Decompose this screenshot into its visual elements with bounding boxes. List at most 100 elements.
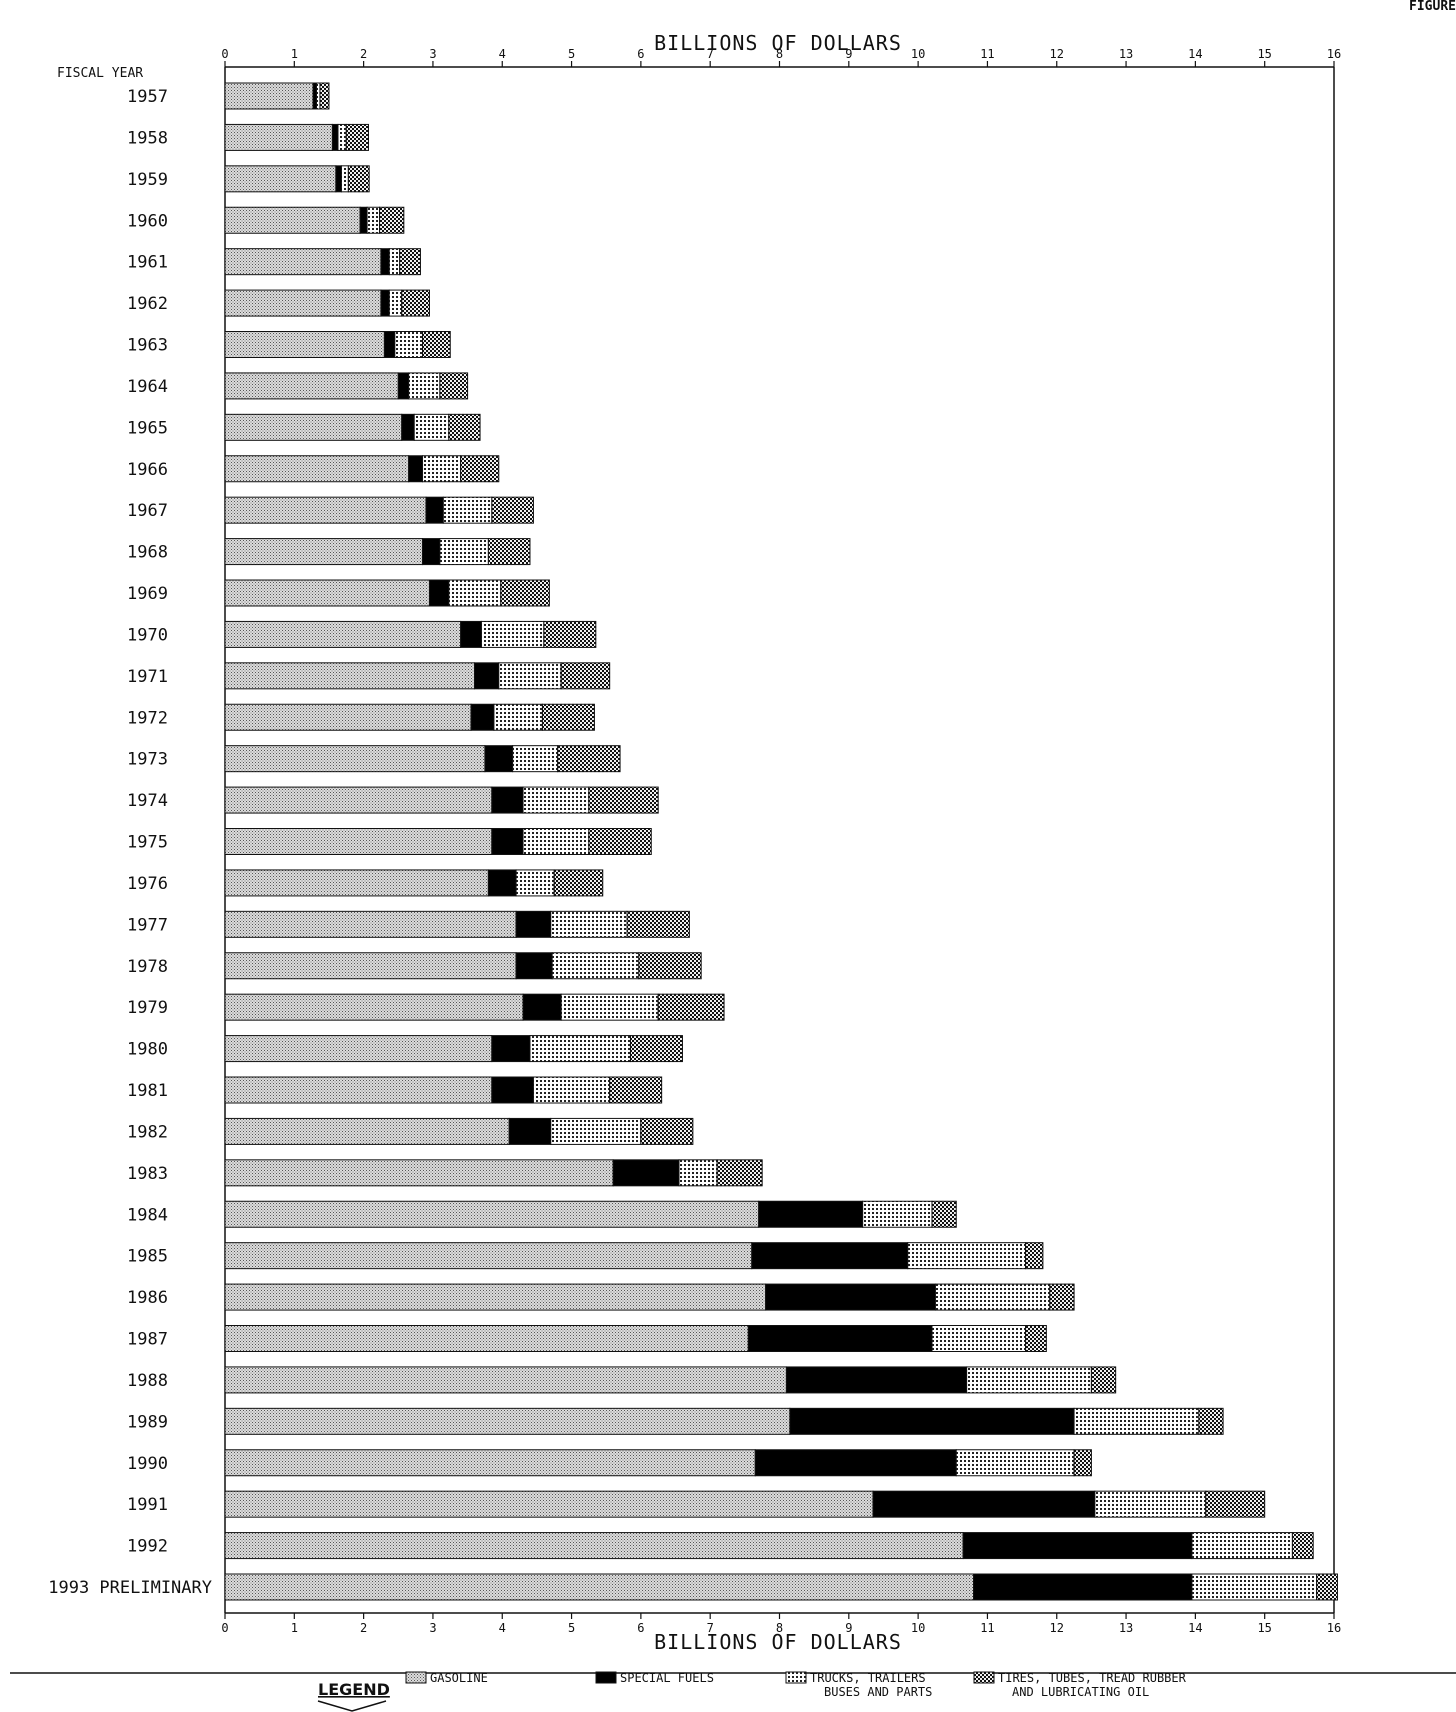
bar-segment-dark-checker (319, 82, 330, 110)
bar-segment-fine-dots (224, 579, 430, 607)
year-label: 1981 (127, 1081, 168, 1101)
bar-segment-dark-checker (1198, 1407, 1224, 1435)
x-tick-label-bottom: 16 (1327, 1621, 1341, 1635)
x-tick-label-bottom: 8 (776, 1621, 783, 1635)
bar-segment-white-grid (408, 372, 441, 400)
bar-segment-solid-black (470, 703, 495, 731)
year-label: 1983 (127, 1164, 168, 1184)
legend-swatch-fine-dots (405, 1671, 427, 1684)
bar-segment-white-grid (512, 745, 559, 773)
year-label: 1987 (127, 1330, 168, 1350)
bar-segment-fine-dots (224, 703, 472, 731)
bar-segment-solid-black (401, 413, 415, 441)
x-tick-label-bottom: 14 (1188, 1621, 1202, 1635)
bar-segment-fine-dots (224, 248, 382, 276)
bar-segment-fine-dots (224, 331, 385, 358)
bar-segment-dark-checker (657, 993, 725, 1021)
legend-swatch-dark-checker (973, 1671, 995, 1684)
x-tick-label-bottom: 3 (429, 1621, 436, 1635)
year-label: 1972 (127, 708, 168, 728)
bar-segment-fine-dots (224, 993, 524, 1021)
bar-segment-white-grid (678, 1159, 718, 1187)
year-label: 1991 (127, 1495, 168, 1515)
bar-segment-fine-dots (224, 1325, 749, 1352)
year-label: 1973 (127, 750, 168, 770)
legend-label: TIRES, TUBES, TREAD RUBBER AND LUBRICATIN… (998, 1671, 1187, 1699)
x-tick-label-top: 4 (499, 47, 506, 61)
year-label: 1986 (127, 1288, 168, 1308)
bar-segment-white-grid (1073, 1407, 1200, 1435)
bar-segment-dark-checker (487, 538, 531, 566)
bar-segment-fine-dots (224, 745, 486, 773)
bar-segment-fine-dots (224, 206, 361, 234)
bar-segment-fine-dots (224, 910, 517, 938)
bar-segment-dark-checker (716, 1159, 763, 1187)
bar-segment-fine-dots (224, 1200, 760, 1228)
year-label: 1984 (127, 1205, 168, 1225)
bar-segment-solid-black (491, 828, 524, 855)
x-tick-label-bottom: 13 (1119, 1621, 1133, 1635)
year-label: 1974 (127, 791, 168, 811)
x-tick-label-top: 16 (1327, 47, 1341, 61)
bar-segment-white-grid (422, 455, 462, 483)
year-label: 1988 (127, 1371, 168, 1391)
bar-segment-solid-black (484, 745, 514, 773)
x-tick-label-top: 10 (911, 47, 925, 61)
year-label: 1959 (127, 170, 168, 190)
bar-segment-white-grid (522, 828, 590, 855)
bar-segment-white-grid (955, 1449, 1075, 1477)
bar-segment-white-grid (550, 1117, 642, 1145)
bar-segment-dark-checker (640, 1117, 694, 1145)
bar-segment-dark-checker (560, 662, 611, 690)
bar-segment-solid-black (460, 620, 482, 648)
bar-segment-solid-black (491, 1035, 531, 1063)
bar-segment-fine-dots (224, 1283, 767, 1311)
bar-segment-white-grid (394, 331, 424, 358)
x-tick-label-top: 11 (980, 47, 994, 61)
x-tick-label-bottom: 0 (221, 1621, 228, 1635)
legend: GASOLINE SPECIAL FUELS TRUCKS, TRAILERS BUS… (405, 1671, 1187, 1699)
year-label: 1961 (127, 253, 168, 273)
legend-title: LEGEND (318, 1680, 390, 1699)
bar-segment-dark-checker (1316, 1573, 1338, 1601)
bar-segment-dark-checker (345, 123, 369, 151)
bar-segment-white-grid (529, 1035, 631, 1063)
bar-segment-dark-checker (1205, 1490, 1266, 1518)
x-tick-label-bottom: 9 (845, 1621, 852, 1635)
year-label: 1975 (127, 833, 168, 853)
bar-segment-solid-black (425, 496, 444, 524)
bar-segment-solid-black (758, 1200, 864, 1228)
bar-segment-dark-checker (1025, 1242, 1044, 1270)
year-label: 1992 (127, 1537, 168, 1557)
x-tick-label-bottom: 6 (637, 1621, 644, 1635)
bar-segment-white-grid (493, 703, 543, 731)
bar-segment-solid-black (747, 1325, 933, 1352)
bar-segment-dark-checker (448, 413, 481, 441)
category-axis-label: FISCAL YEAR (57, 66, 143, 81)
bar-segment-solid-black (383, 331, 396, 358)
bar-segment-fine-dots (224, 372, 399, 400)
bar-segment-fine-dots (224, 1449, 756, 1477)
x-tick-label-bottom: 5 (568, 1621, 575, 1635)
bar-segment-dark-checker (439, 372, 469, 400)
bar-segment-dark-checker (931, 1200, 957, 1228)
legend-arrow (317, 1700, 387, 1712)
bar-segment-dark-checker (347, 165, 370, 193)
bar-segment-white-grid (340, 165, 349, 193)
bar-segment-solid-black (789, 1407, 1075, 1435)
bar-segment-dark-checker (609, 1076, 663, 1104)
bar-segment-white-grid (532, 1076, 611, 1104)
year-label: 1965 (127, 418, 168, 438)
x-tick-label-top: 1 (291, 47, 298, 61)
bar-segment-white-grid (522, 786, 590, 814)
bar-segment-white-grid (550, 910, 628, 938)
year-label: 1978 (127, 957, 168, 977)
bar-segment-fine-dots (224, 1532, 964, 1560)
bar-segment-fine-dots (224, 662, 476, 690)
bar-segment-dark-checker (1025, 1325, 1047, 1352)
bar-segment-dark-checker (401, 289, 430, 317)
year-label: 1962 (127, 294, 168, 314)
bar-segment-dark-checker (638, 952, 702, 980)
bar-segment-fine-dots (224, 1076, 493, 1104)
